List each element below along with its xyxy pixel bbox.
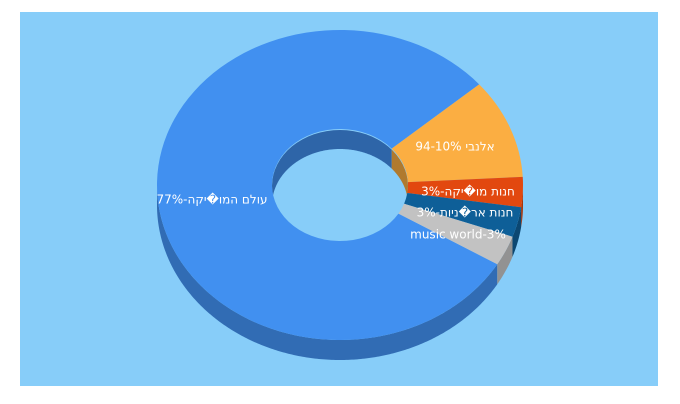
slice-label: חנות אר�ניות-3% bbox=[417, 206, 514, 220]
slice-label: music world-3% bbox=[410, 228, 506, 242]
slice-label: חנות מו�יקה-3% bbox=[421, 185, 515, 199]
slice-label: עולם המו�יקה-77% bbox=[157, 193, 268, 207]
slice-label: 94-10% אלנבי bbox=[415, 140, 494, 154]
